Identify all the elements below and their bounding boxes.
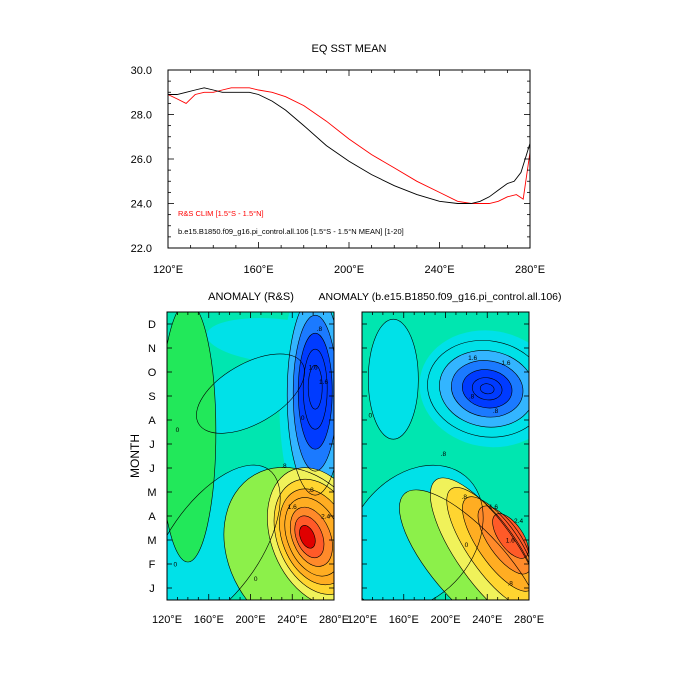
contour-label: 0 <box>176 427 180 434</box>
month-tick-label: M <box>147 487 156 499</box>
contour-label: .8 <box>281 463 287 470</box>
contour-label: 0 <box>465 542 469 549</box>
contour-label: 1.6 <box>502 360 511 367</box>
month-tick-label: J <box>149 583 155 595</box>
contour-label: 1.6 <box>489 504 498 511</box>
legend-model-mean: b.e15.B1850.f09_g16.pi_control.all.106 [… <box>178 227 404 236</box>
top-x-tick-label: 120°E <box>153 264 183 276</box>
contour-label: 1.6 <box>288 504 297 511</box>
legend-rs-clim: R&S CLIM [1.5°S - 1.5°N] <box>178 209 264 218</box>
contour-label: 2.4 <box>514 518 523 525</box>
contour-label: 1.6 <box>319 379 328 386</box>
month-tick-label: D <box>148 319 156 331</box>
top-x-tick-label: 200°E <box>334 264 364 276</box>
month-tick-label: S <box>148 391 155 403</box>
contour-label: 0 <box>174 561 178 568</box>
right-panel-title: ANOMALY (b.e15.B1850.f09_g16.pi_control.… <box>318 291 561 303</box>
panel-x-tick-label: 240°E <box>277 614 307 626</box>
contour-label: .8 <box>469 393 475 400</box>
contour-label: .8 <box>508 581 514 588</box>
top-x-tick-label: 280°E <box>515 264 545 276</box>
contour-label: 1.6 <box>309 365 318 372</box>
month-tick-label: A <box>148 511 156 523</box>
top-y-tick-label: 22.0 <box>131 243 152 255</box>
left-contour-field <box>167 312 334 600</box>
series-model-line <box>168 87 530 204</box>
contour-label: 1.6 <box>506 537 515 544</box>
contour-label: .8 <box>317 326 323 333</box>
contour-label: 0 <box>369 413 373 420</box>
month-tick-label: J <box>149 439 155 451</box>
left-panel-title: ANOMALY (R&S) <box>208 291 294 303</box>
top-x-tick-label: 240°E <box>424 264 454 276</box>
panel-x-tick-label: 120°E <box>152 614 182 626</box>
panel-x-tick-label: 120°E <box>347 614 377 626</box>
contour-label: 2.4 <box>321 513 330 520</box>
panel-x-tick-label: 240°E <box>472 614 502 626</box>
panel-x-tick-label: 200°E <box>235 614 265 626</box>
contour-label: .8 <box>308 487 314 494</box>
right-contour-labels: 0 0 .8 .8 .8 .8 .8 1.6 1.6 1.6 2.4 1.6 <box>369 355 524 588</box>
panel-x-tick-label: 280°E <box>319 614 349 626</box>
contour-label: .8 <box>462 494 468 501</box>
panel-x-tick-label: 160°E <box>389 614 419 626</box>
top-y-tick-label: 30.0 <box>131 65 152 77</box>
contour-label: .8 <box>493 408 499 415</box>
line-series-group <box>168 87 530 204</box>
contour-label: 0 <box>301 415 305 422</box>
month-axis-label: MONTH <box>128 434 142 478</box>
top-x-tick-label: 160°E <box>243 264 273 276</box>
right-contour-field <box>362 312 529 600</box>
top-y-tick-label: 28.0 <box>131 110 152 122</box>
contour-label: 0 <box>254 576 258 583</box>
panel-x-tick-label: 280°E <box>514 614 544 626</box>
line-chart-frame <box>167 69 531 249</box>
month-tick-label: J <box>149 463 155 475</box>
panel-x-tick-label: 160°E <box>194 614 224 626</box>
month-tick-label: M <box>147 535 156 547</box>
contour-label: 1.6 <box>468 355 477 362</box>
month-tick-label: F <box>149 559 156 571</box>
month-tick-label: N <box>148 343 156 355</box>
right-panel-axes: 120°E 160°E 200°E 240°E 280°E <box>347 312 544 626</box>
panel-x-tick-label: 200°E <box>430 614 460 626</box>
top-y-tick-label: 24.0 <box>131 199 152 211</box>
month-tick-label: O <box>148 367 157 379</box>
month-tick-label: A <box>148 415 156 427</box>
top-y-tick-label: 26.0 <box>131 154 152 166</box>
series-rs-clim-line <box>168 87 530 204</box>
contour-label: .8 <box>441 451 447 458</box>
line-chart-title: EQ SST MEAN <box>312 43 387 55</box>
line-chart-axes: 120°E 160°E 200°E 240°E 280°E 22.0 24.0 26.0 28.… <box>131 65 545 276</box>
